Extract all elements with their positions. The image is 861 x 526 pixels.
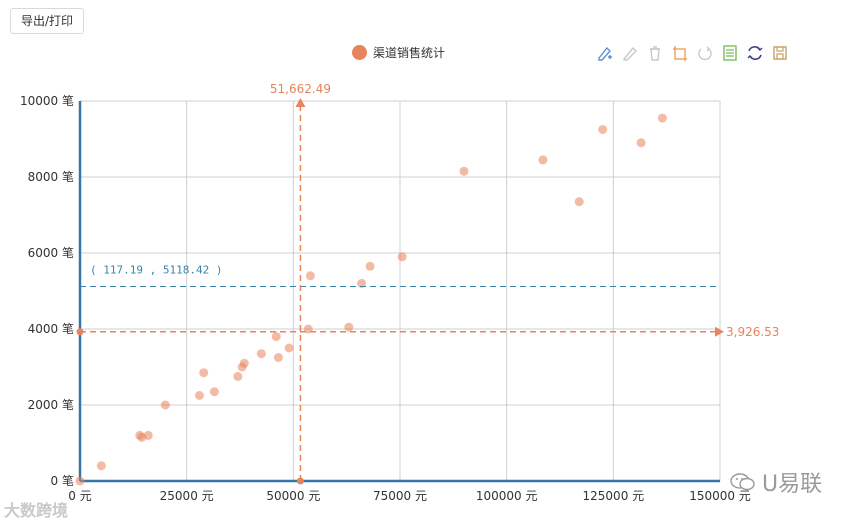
y-tick-label: 6000 笔 — [28, 245, 74, 260]
data-point — [75, 476, 85, 486]
data-point — [459, 166, 469, 176]
y-average-arrow — [715, 326, 724, 337]
data-point — [636, 138, 646, 148]
mark-pen-icon[interactable] — [596, 44, 614, 62]
y-tick-label: 10000 笔 — [20, 93, 74, 108]
axes: 0 元 25000 元 50000 元 75000 元 100000 元 125000 元… — [20, 93, 751, 503]
x-tick-label: 150000 元 — [689, 489, 751, 503]
x-tick-label: 75000 元 — [373, 489, 427, 503]
x-average-arrow — [295, 98, 306, 107]
data-point — [657, 113, 667, 123]
data-point — [199, 368, 209, 378]
legend[interactable]: 渠道销售统计 — [352, 44, 445, 61]
y-tick-label: 8000 笔 — [28, 169, 74, 184]
data-point — [273, 353, 283, 362]
wechat-icon — [730, 473, 755, 491]
x-tick-label: 0 元 — [68, 489, 91, 503]
data-points — [75, 113, 667, 486]
data-point — [574, 197, 584, 207]
legend-label: 渠道销售统计 — [373, 46, 446, 60]
y-average-start-dot — [76, 328, 84, 336]
data-point — [209, 387, 219, 397]
data-point — [96, 461, 106, 471]
legend-dot-icon — [352, 45, 367, 60]
export-print-button[interactable]: 导出/打印 — [10, 8, 85, 34]
data-point — [194, 391, 204, 400]
data-point — [271, 332, 281, 342]
data-point — [305, 271, 315, 281]
x-tick-label: 25000 元 — [160, 489, 214, 503]
watermark-right-text: U易联 — [762, 472, 823, 497]
x-tick-label: 125000 元 — [583, 489, 645, 503]
save-image-icon[interactable] — [771, 44, 789, 62]
data-point — [160, 400, 170, 410]
data-point — [143, 430, 153, 440]
data-point — [233, 372, 243, 381]
mark-clear-icon[interactable] — [646, 44, 664, 62]
x-tick-label: 100000 元 — [476, 489, 538, 503]
data-point — [256, 349, 266, 359]
watermark-right: U易联 — [730, 466, 822, 498]
data-zoom-icon[interactable] — [671, 44, 689, 62]
y-average-label: 3,926.53 — [726, 325, 779, 339]
mark-lines: ( 117.19 , 5118.42 ) 51,662.49 3,926.53 — [76, 82, 779, 485]
toolbox — [596, 44, 789, 62]
data-point — [397, 252, 407, 262]
data-point — [365, 261, 375, 271]
data-point — [284, 343, 294, 353]
y-tick-label: 0 笔 — [51, 473, 74, 488]
x-average-label: 51,662.49 — [270, 82, 331, 96]
data-view-icon[interactable] — [721, 44, 739, 62]
y-tick-label: 2000 笔 — [28, 397, 74, 412]
restore-icon[interactable] — [746, 44, 764, 62]
y-tick-label: 4000 笔 — [28, 321, 74, 336]
crosshair-label: ( 117.19 , 5118.42 ) — [90, 264, 222, 277]
data-point — [357, 278, 367, 288]
data-zoom-reset-icon[interactable] — [696, 44, 714, 62]
mark-erase-icon[interactable] — [621, 44, 639, 62]
watermark-left: 大数跨境 — [4, 501, 69, 520]
data-point — [598, 125, 608, 134]
grid — [79, 100, 721, 482]
x-average-start-dot — [296, 477, 304, 485]
x-tick-label: 50000 元 — [266, 489, 320, 503]
data-point — [344, 322, 354, 332]
data-point — [239, 358, 249, 368]
data-point — [538, 155, 548, 165]
